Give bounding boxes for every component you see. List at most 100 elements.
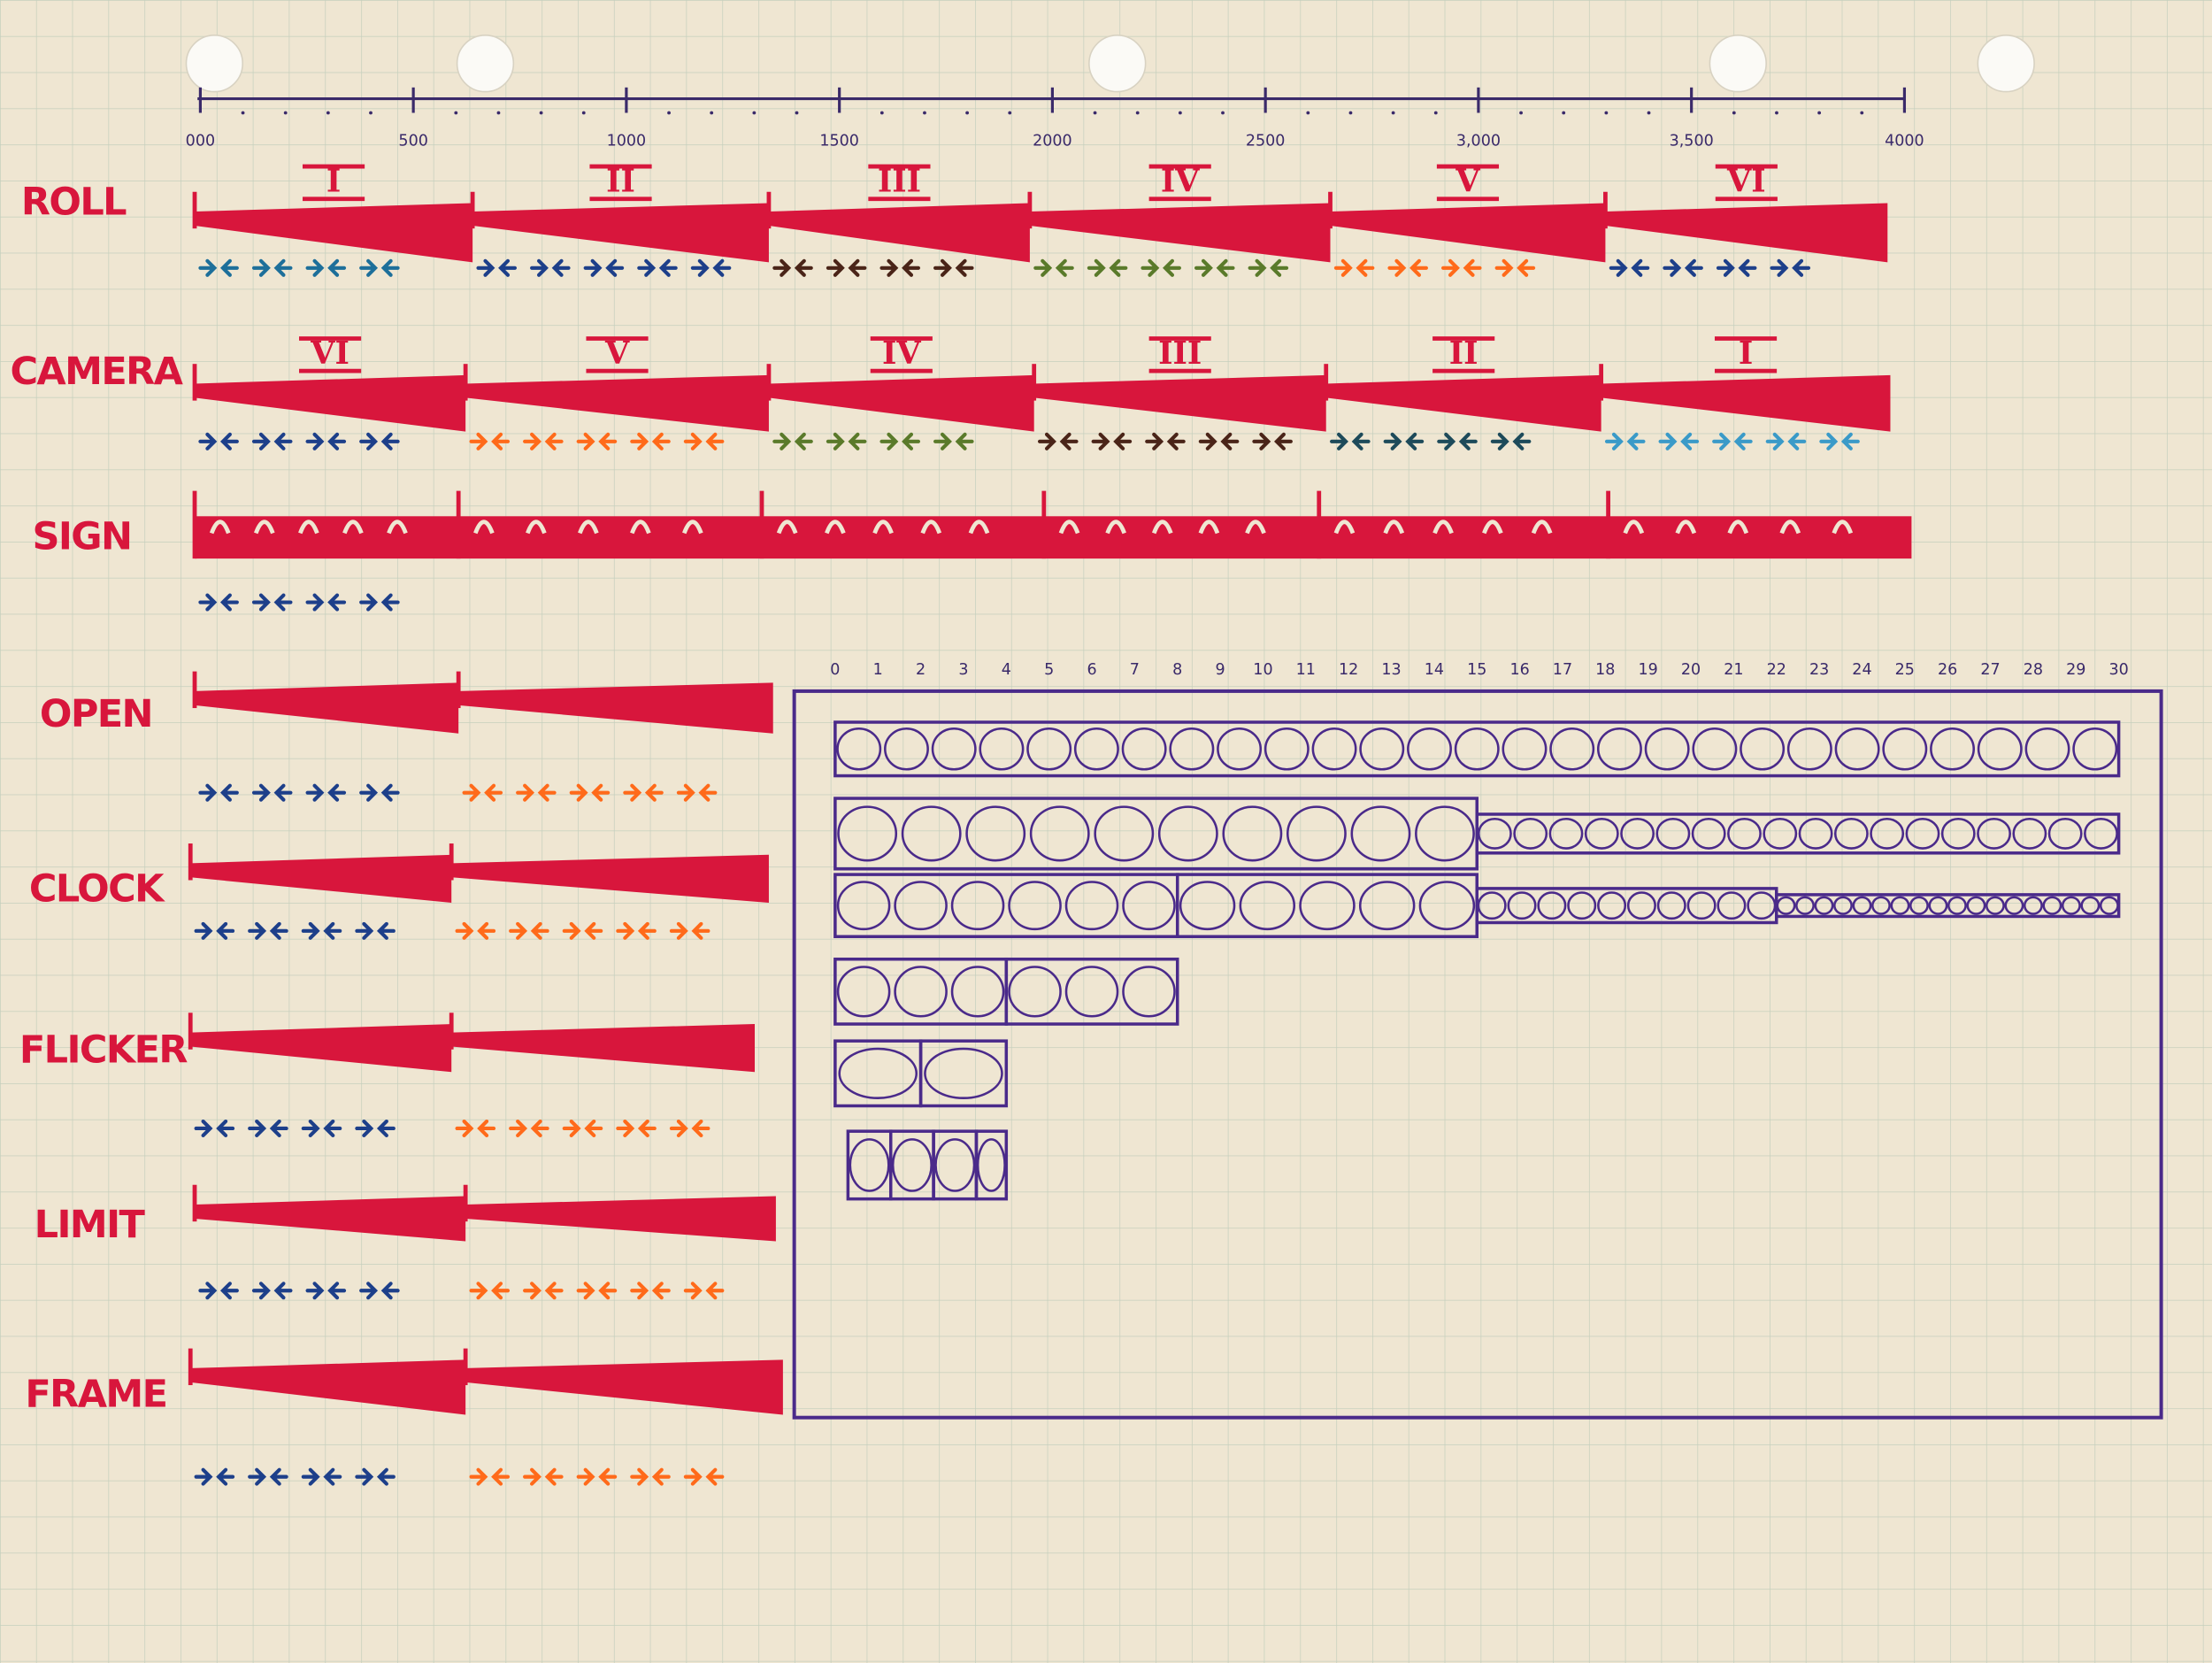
arrow-pair	[1494, 258, 1536, 277]
axis-tick-label: 000	[186, 132, 215, 150]
arrow-pair	[1604, 432, 1646, 450]
arrow-pair	[683, 1282, 725, 1300]
loop	[1217, 727, 1263, 771]
arrow-pair	[1387, 258, 1428, 277]
sign-notch	[1727, 520, 1749, 535]
loop	[1871, 896, 1891, 915]
loop	[2012, 817, 2047, 850]
arrow-pair	[1141, 258, 1181, 277]
loop	[1870, 817, 1905, 850]
arrow-pair	[359, 593, 400, 612]
arrow-pair	[251, 593, 293, 612]
sign-notch	[1058, 520, 1080, 535]
sign-notch	[473, 520, 495, 535]
loop	[1655, 817, 1691, 850]
loop	[1157, 805, 1218, 862]
loop	[1977, 817, 2011, 850]
arrow-pair	[576, 1467, 618, 1486]
loop	[1513, 817, 1548, 850]
axis-dot	[965, 111, 970, 115]
loop	[1833, 817, 1869, 850]
sign-notch	[1482, 520, 1503, 535]
loop	[1905, 817, 1940, 850]
diagram-tick-label: 9	[1216, 661, 1225, 679]
loop	[837, 805, 898, 862]
row-label: FRAME	[25, 1372, 166, 1416]
wedge	[1029, 203, 1331, 263]
row-label: OPEN	[40, 692, 152, 736]
loop	[1239, 881, 1296, 931]
loop	[891, 1138, 933, 1192]
loop	[924, 1047, 1003, 1099]
arrow-pair	[469, 1467, 511, 1486]
diagram-tick-label: 23	[1809, 661, 1829, 679]
arrow-pair	[772, 258, 813, 277]
sign-notch	[298, 520, 319, 535]
binder-holes	[185, 35, 2035, 93]
axis-dot	[710, 111, 714, 115]
sign-notch	[1832, 520, 1854, 535]
arrow-pair	[1252, 432, 1293, 450]
axis-dot	[923, 111, 926, 115]
loop	[894, 881, 948, 931]
wedge	[195, 1196, 466, 1242]
loop	[1928, 896, 1948, 915]
arrow-pair	[562, 921, 603, 940]
arrow-pair	[616, 921, 657, 940]
diagram-tick-label: 24	[1852, 661, 1871, 679]
loop	[1029, 805, 1090, 862]
arrow-pair	[576, 1282, 618, 1300]
sign-notch	[1151, 520, 1173, 535]
sign-notch	[682, 520, 703, 535]
loop	[1834, 727, 1880, 771]
sign-band	[458, 516, 762, 559]
diagram-tick-label: 19	[1639, 661, 1658, 679]
loop	[1852, 896, 1872, 915]
arrow-pair	[683, 432, 725, 450]
arrow-pair	[469, 432, 511, 450]
arrow-pair	[1712, 432, 1753, 450]
sign-notch	[253, 520, 275, 535]
loop	[1286, 805, 1347, 862]
sign-notch	[1245, 520, 1266, 535]
wedge	[1033, 374, 1326, 432]
row-label: CLOCK	[29, 867, 165, 912]
hole	[1709, 35, 1767, 93]
sign-notch	[1531, 520, 1553, 535]
arrow-pair	[455, 921, 496, 940]
arrow-pair	[359, 783, 400, 802]
arrow-pair	[523, 432, 564, 450]
loop	[901, 805, 962, 862]
arrow-pair	[1490, 432, 1532, 450]
sign-notch	[578, 520, 599, 535]
axis-dot	[1860, 111, 1864, 115]
arrow-pair	[355, 1467, 396, 1486]
wedge	[195, 203, 473, 263]
axis-dot	[1433, 111, 1438, 115]
loop	[1122, 966, 1176, 1018]
duration-bar	[974, 1129, 1009, 1201]
loop	[836, 727, 882, 771]
axis-dot	[1775, 111, 1778, 115]
loop	[1358, 881, 1416, 931]
arrow-pair	[198, 1282, 239, 1300]
arrow-pair	[1663, 258, 1703, 277]
duration-bar	[833, 720, 2121, 778]
arrow-pair	[198, 258, 239, 277]
arrow-pair	[1770, 258, 1811, 277]
wedge	[465, 374, 769, 432]
diagram-tick-label: 12	[1339, 661, 1358, 679]
axis-dot	[496, 111, 501, 115]
axis-dot	[1221, 111, 1225, 115]
loop	[1692, 727, 1738, 771]
loop	[2024, 727, 2070, 771]
loop	[1418, 881, 1476, 931]
axis-tick-label: 2500	[1246, 132, 1286, 150]
loop	[1567, 891, 1597, 920]
arrow-pair	[1037, 432, 1079, 450]
loop	[1169, 727, 1215, 771]
arrow-pair	[248, 1119, 288, 1138]
wedge	[1325, 374, 1601, 432]
loop	[1930, 727, 1976, 771]
